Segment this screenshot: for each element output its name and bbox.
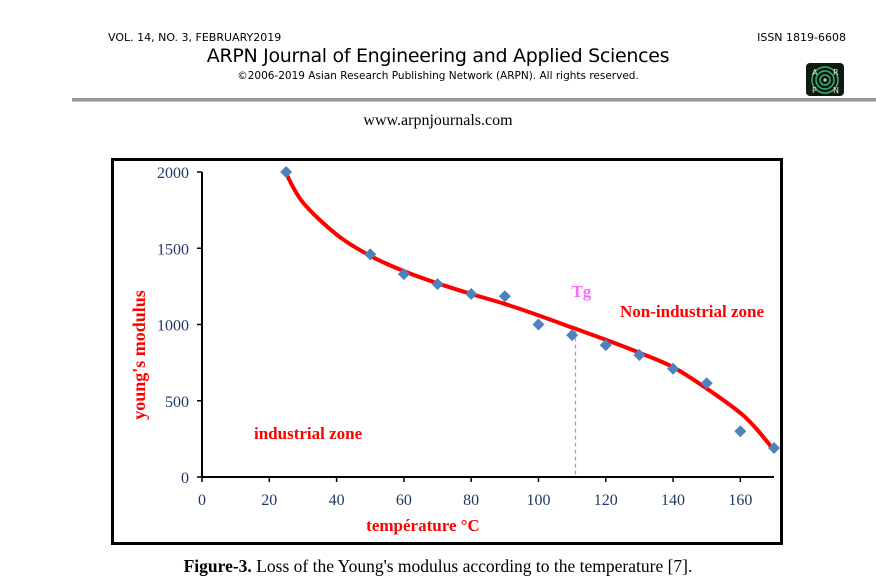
arpn-logo: A R P N — [806, 63, 844, 96]
arpn-logo-icon: A R P N — [811, 66, 839, 95]
data-point — [667, 362, 680, 375]
data-point — [599, 339, 612, 352]
data-point — [465, 288, 478, 300]
non-industrial-zone-label: Non-industrial zone — [620, 302, 764, 321]
trend-line — [284, 171, 776, 453]
trend-series — [284, 171, 776, 453]
y-ticks: 0 500 1000 1500 2000 — [157, 165, 202, 487]
y-tick-label: 0 — [181, 470, 189, 487]
website-url: www.arpnjournals.com — [363, 112, 513, 129]
x-tick-label: 20 — [261, 492, 277, 509]
journal-volume: VOL. 14, NO. 3, FEBRUARY2019 — [108, 31, 282, 44]
x-tick-label: 0 — [198, 492, 206, 509]
x-tick-label: 140 — [661, 492, 685, 509]
logo-letter-n: N — [833, 86, 839, 95]
figure-caption-label: Figure-3. — [183, 556, 252, 576]
x-tick-label: 160 — [728, 492, 752, 509]
logo-letter-a: A — [812, 68, 818, 77]
data-point — [700, 377, 713, 390]
x-ticks: 0 20 40 60 80 100 120 140 160 — [198, 477, 752, 509]
journal-issn: ISSN 1819-6608 — [757, 31, 846, 44]
x-tick-label: 60 — [396, 492, 412, 509]
measured-series — [280, 166, 780, 455]
data-point — [532, 318, 545, 331]
data-point — [364, 248, 377, 261]
data-point — [280, 166, 293, 178]
x-tick-label: 100 — [526, 492, 550, 509]
figure-frame — [111, 158, 783, 545]
data-point — [633, 349, 646, 361]
annotations: Tg Non-industrial zone industrial zone — [254, 282, 764, 443]
data-point — [397, 268, 410, 281]
data-point — [498, 290, 511, 303]
y-tick-label: 2000 — [157, 165, 189, 182]
y-tick-label: 1500 — [157, 241, 189, 258]
figure-caption: Figure-3. Loss of the Young's modulus ac… — [0, 556, 876, 577]
y-axis-label: young's modulus — [129, 290, 149, 420]
data-point — [768, 442, 780, 455]
x-tick-label: 40 — [329, 492, 345, 509]
tg-label: Tg — [571, 282, 591, 301]
copyright-notice: ©2006-2019 Asian Research Publishing Net… — [237, 70, 639, 82]
industrial-zone-label: industrial zone — [254, 424, 363, 443]
y-tick-label: 1000 — [157, 318, 189, 335]
x-tick-label: 80 — [463, 492, 479, 509]
data-point — [566, 329, 579, 342]
data-point — [431, 278, 444, 291]
header-divider — [72, 98, 876, 102]
journal-title: ARPN Journal of Engineering and Applied … — [206, 45, 670, 67]
logo-letter-r: R — [833, 68, 839, 77]
figure-caption-text: Loss of the Young's modulus according to… — [251, 556, 693, 576]
logo-letter-p: P — [812, 86, 817, 95]
x-axis-label: température °C — [366, 516, 480, 535]
x-tick-label: 120 — [594, 492, 618, 509]
y-tick-label: 500 — [165, 394, 189, 411]
data-point — [734, 425, 747, 438]
